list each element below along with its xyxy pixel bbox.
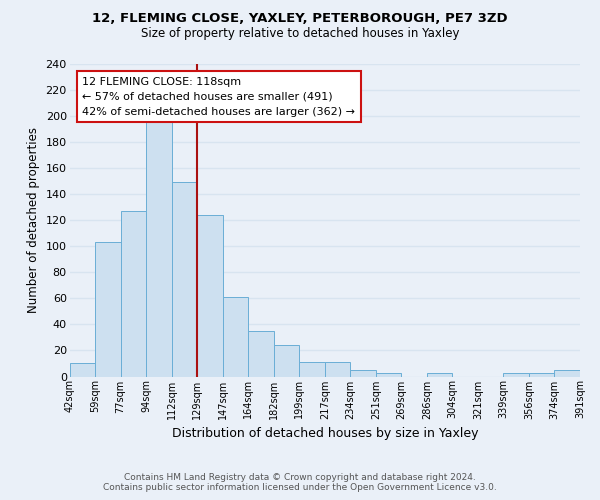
Bar (248, 331, 274, 376)
Bar (146, 118, 172, 376)
Text: 12 FLEMING CLOSE: 118sqm
← 57% of detached houses are smaller (491)
42% of semi-: 12 FLEMING CLOSE: 118sqm ← 57% of detach… (82, 77, 355, 116)
X-axis label: Distribution of detached houses by size in Yaxley: Distribution of detached houses by size … (172, 427, 478, 440)
Bar (121, 211, 146, 376)
Bar (197, 215, 223, 376)
Bar (172, 182, 197, 376)
Text: 12, FLEMING CLOSE, YAXLEY, PETERBOROUGH, PE7 3ZD: 12, FLEMING CLOSE, YAXLEY, PETERBOROUGH,… (92, 12, 508, 26)
Bar (95, 242, 121, 376)
Bar (554, 370, 580, 376)
Bar (503, 372, 529, 376)
Bar (325, 362, 350, 376)
Bar (299, 362, 325, 376)
Bar (70, 364, 95, 376)
Y-axis label: Number of detached properties: Number of detached properties (27, 128, 40, 314)
Text: Size of property relative to detached houses in Yaxley: Size of property relative to detached ho… (141, 28, 459, 40)
Text: Contains HM Land Registry data © Crown copyright and database right 2024.
Contai: Contains HM Land Registry data © Crown c… (103, 473, 497, 492)
Bar (529, 372, 554, 376)
Bar (223, 297, 248, 376)
Bar (427, 372, 452, 376)
Bar (350, 370, 376, 376)
Bar (274, 346, 299, 376)
Bar (376, 372, 401, 376)
